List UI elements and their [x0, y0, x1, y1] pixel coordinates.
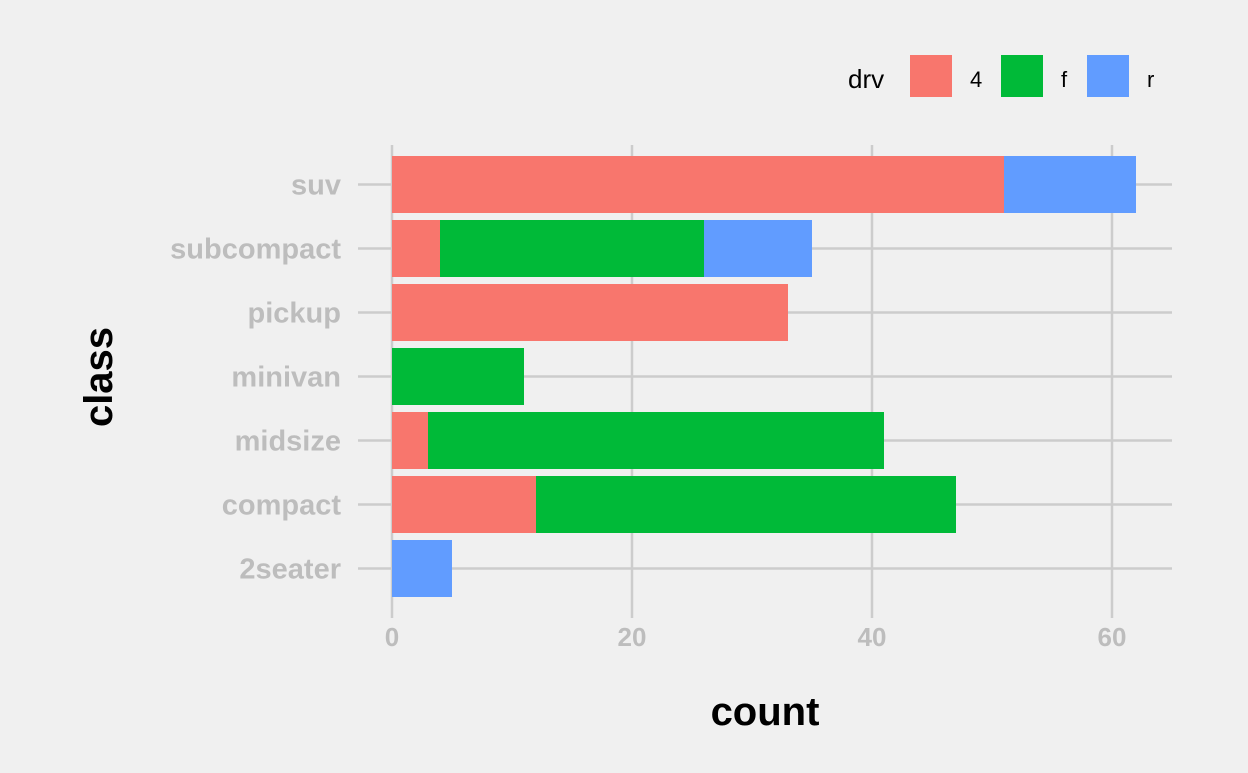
- y-axis: 2seater compact midsize minivan pickup subcom…: [170, 170, 342, 586]
- bar-subcompact-r: [704, 220, 812, 277]
- y-tick-label: midsize: [235, 426, 341, 458]
- bar-subcompact-4: [392, 220, 440, 277]
- x-axis-title: count: [711, 690, 820, 734]
- bar-minivan-f: [392, 348, 524, 405]
- legend-key-f: [1001, 55, 1043, 97]
- x-tick-label: 0: [385, 622, 399, 652]
- bar-suv-r: [1004, 156, 1136, 213]
- x-tick-label: 60: [1098, 622, 1127, 652]
- legend-label-r: r: [1147, 67, 1154, 92]
- bar-compact-f: [536, 476, 956, 533]
- bar-suv-4: [392, 156, 1004, 213]
- y-axis-title: class: [77, 327, 121, 427]
- bar-subcompact-f: [440, 220, 704, 277]
- legend: drv 4 f r: [848, 55, 1154, 97]
- legend-key-4: [910, 55, 952, 97]
- x-axis: 0 20 40 60: [385, 610, 1127, 652]
- y-tick-label: pickup: [248, 298, 341, 330]
- bar-pickup-4: [392, 284, 788, 341]
- y-tick-label: compact: [222, 490, 342, 522]
- bar-midsize-4: [392, 412, 428, 469]
- legend-title: drv: [848, 64, 884, 94]
- bar-compact-4: [392, 476, 536, 533]
- bars: [392, 156, 1136, 597]
- y-tick-label: subcompact: [170, 234, 341, 266]
- legend-label-f: f: [1061, 67, 1068, 92]
- x-tick-label: 20: [618, 622, 647, 652]
- y-tick-label: 2seater: [239, 554, 341, 586]
- y-tick-label: minivan: [231, 362, 341, 394]
- bar-midsize-f: [428, 412, 884, 469]
- legend-key-r: [1087, 55, 1129, 97]
- x-tick-label: 40: [858, 622, 887, 652]
- y-tick-label: suv: [291, 170, 341, 202]
- bar-2seater-r: [392, 540, 452, 597]
- legend-label-4: 4: [970, 67, 982, 92]
